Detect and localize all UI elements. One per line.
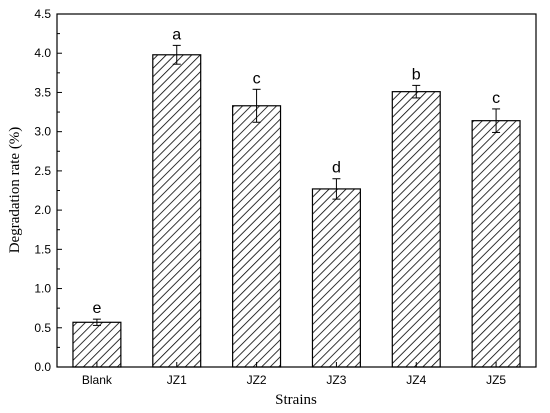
- significance-label: d: [332, 160, 341, 177]
- error-bar-jz5: [492, 108, 501, 133]
- bar-jz3: [311, 188, 361, 368]
- x-axis-title: Strains: [275, 392, 317, 408]
- bar-jz5: [471, 120, 521, 368]
- x-tick-label: JZ2: [247, 373, 267, 387]
- y-tick-label: 0.5: [34, 321, 51, 335]
- error-bar-jz2: [252, 88, 261, 123]
- y-axis-title: Degradation rate (%): [7, 127, 23, 254]
- x-tick-label: JZ1: [167, 373, 187, 387]
- significance-label: c: [253, 70, 261, 87]
- x-tick-label: Blank: [82, 373, 113, 387]
- bar-jz1: [152, 54, 202, 368]
- x-axis: Blank JZ1 JZ2 JZ3 JZ4 JZ5: [82, 362, 506, 387]
- y-tick-label: 3.5: [34, 85, 51, 99]
- y-tick-label: 4.5: [34, 7, 51, 21]
- bar-jz2: [232, 105, 282, 368]
- significance-label: c: [492, 90, 500, 107]
- y-tick-label: 4.0: [34, 46, 51, 60]
- y-tick-label: 3.0: [34, 125, 51, 139]
- error-bar-jz3: [332, 178, 341, 200]
- y-tick-label: 1.5: [34, 242, 51, 256]
- error-bar-jz4: [412, 84, 421, 99]
- bar-jz4: [391, 91, 441, 368]
- error-bar-blank: [92, 318, 101, 326]
- significance-label: b: [412, 66, 421, 83]
- y-tick-label: 1.0: [34, 282, 51, 296]
- x-tick-label: JZ3: [326, 373, 346, 387]
- y-axis: 0.0 0.5 1.0 1.5 2.0 2.5 3.0 3.5 4.0 4.5: [34, 7, 62, 374]
- bar-blank: [72, 321, 122, 368]
- error-bar-jz1: [172, 44, 181, 65]
- x-tick-label: JZ4: [406, 373, 426, 387]
- y-tick-label: 2.5: [34, 164, 51, 178]
- x-tick-label: JZ5: [486, 373, 506, 387]
- bars-layer: e a c d b c: [72, 26, 521, 368]
- significance-label: e: [92, 300, 101, 317]
- y-tick-label: 0.0: [34, 360, 51, 374]
- plot-frame: [56, 13, 537, 368]
- significance-label: a: [172, 26, 181, 43]
- y-tick-label: 2.0: [34, 203, 51, 217]
